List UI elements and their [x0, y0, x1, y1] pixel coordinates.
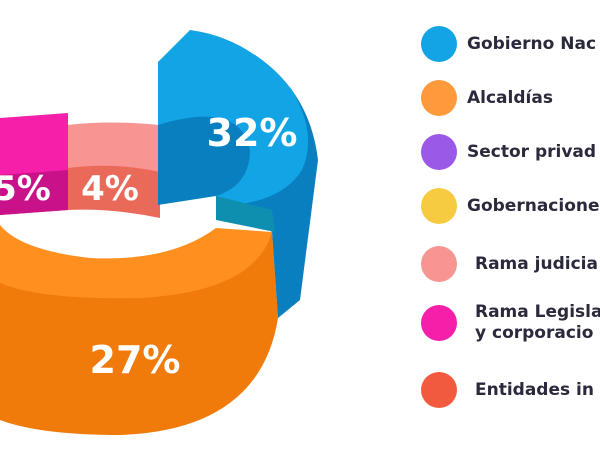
slice-5-percent-shade: [0, 170, 68, 215]
slice-4-percent-inner-wall: [68, 165, 160, 218]
slice-32-percent-inner-wall: [216, 196, 275, 232]
slice-32-percent: [158, 30, 309, 206]
slice-label-32: 32%: [207, 111, 298, 155]
slice-label-27: 27%: [90, 338, 181, 382]
slice-label-4: 4%: [81, 169, 139, 209]
slice-27-percent: [0, 225, 272, 299]
slice-label-5: 5%: [0, 169, 51, 209]
